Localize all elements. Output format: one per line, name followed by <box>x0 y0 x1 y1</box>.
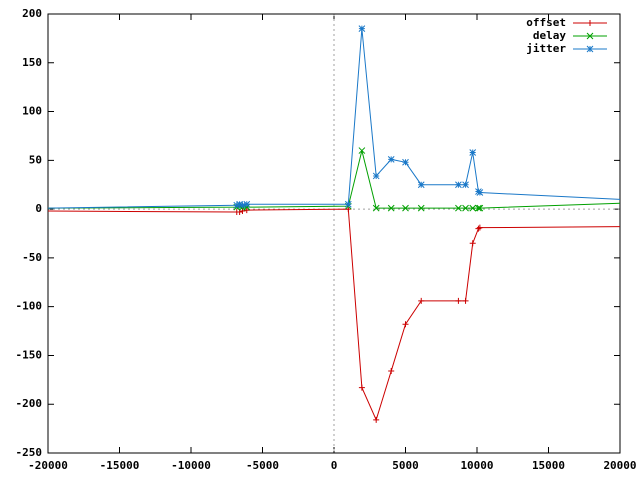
point-marker <box>373 416 380 423</box>
point-marker <box>469 204 477 212</box>
x-tick-label: -20000 <box>28 459 68 472</box>
y-tick-label: -150 <box>16 348 43 361</box>
point-marker <box>233 201 241 209</box>
point-marker <box>455 297 462 304</box>
x-tick-label: -5000 <box>246 459 279 472</box>
legend-label: jitter <box>526 42 566 55</box>
point-marker <box>388 368 395 375</box>
point-marker <box>372 204 380 212</box>
point-marker <box>387 204 395 212</box>
x-tick-label: 15000 <box>532 459 565 472</box>
legend-marker <box>587 20 593 26</box>
legend-label: delay <box>533 29 566 42</box>
legend-marker <box>586 45 594 53</box>
point-marker <box>344 200 352 208</box>
point-marker <box>402 158 409 166</box>
point-marker <box>476 189 484 196</box>
point-marker <box>243 200 251 208</box>
x-tick-label: -10000 <box>171 459 211 472</box>
x-tick-label: -15000 <box>100 459 140 472</box>
point-marker <box>402 321 409 328</box>
x-tick-label: 10000 <box>460 459 493 472</box>
point-marker <box>387 156 395 163</box>
point-marker <box>462 204 469 212</box>
plot-frame <box>47 13 621 454</box>
point-marker <box>402 204 409 212</box>
point-marker <box>476 204 484 212</box>
y-tick-label: 100 <box>22 105 42 118</box>
y-tick-label: -100 <box>16 300 43 313</box>
point-marker <box>358 25 366 32</box>
point-marker <box>417 181 425 189</box>
point-marker <box>239 201 246 209</box>
point-marker <box>462 181 469 189</box>
y-tick-label: -50 <box>22 251 42 264</box>
y-tick-label: -250 <box>16 446 43 459</box>
point-marker <box>476 224 483 231</box>
point-marker <box>372 172 380 180</box>
y-tick-label: 150 <box>22 56 42 69</box>
legend-label: offset <box>526 16 566 29</box>
point-marker <box>455 204 462 212</box>
y-tick-label: 200 <box>22 7 42 20</box>
point-marker <box>418 297 425 304</box>
point-marker <box>475 204 482 212</box>
x-tick-label: 20000 <box>603 459 636 472</box>
point-marker <box>469 240 476 247</box>
y-tick-label: -200 <box>16 397 43 410</box>
point-marker <box>417 204 425 212</box>
y-tick-label: 50 <box>29 153 42 166</box>
y-tick-label: 0 <box>35 202 42 215</box>
point-marker <box>358 147 366 154</box>
point-marker <box>455 181 462 189</box>
point-marker <box>358 384 365 391</box>
x-tick-label: 0 <box>331 459 338 472</box>
legend-marker <box>586 32 594 40</box>
x-tick-label: 5000 <box>392 459 419 472</box>
point-marker <box>475 225 482 232</box>
point-marker <box>469 149 477 156</box>
point-marker <box>462 297 469 304</box>
point-marker <box>236 200 243 208</box>
